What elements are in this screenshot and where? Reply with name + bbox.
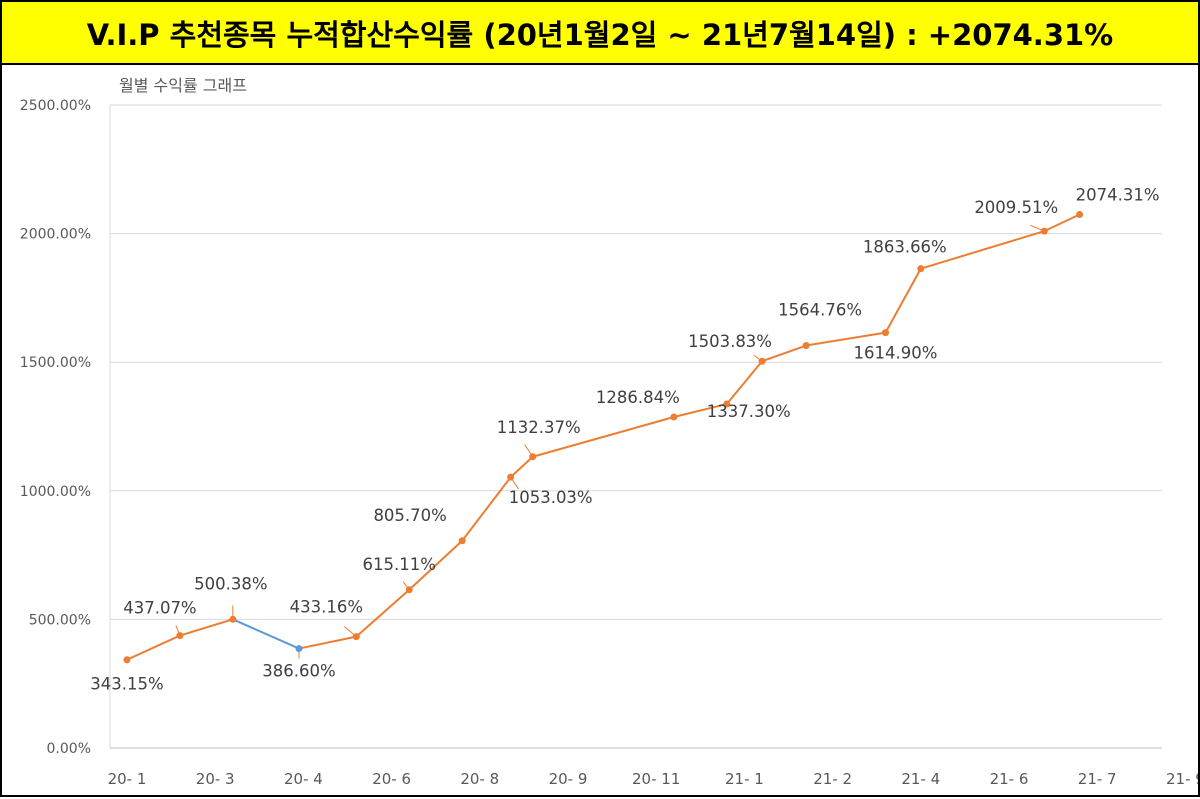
data-label: 1863.66% [863,238,947,257]
line-segment [805,331,886,347]
data-point [176,632,184,640]
data-point [405,586,413,594]
x-tick-label: 21- 7 [1078,770,1117,788]
y-tick-label: 2000.00% [20,227,91,243]
line-segment [232,618,300,650]
line-segment [179,618,234,637]
line-segment [532,416,675,458]
y-tick-label: 500.00% [29,612,91,628]
line-segment [298,635,357,650]
x-tick-label: 20- 3 [196,770,235,788]
x-tick-label: 21- 1 [725,770,764,788]
data-point [917,265,925,273]
line-segment [509,456,534,478]
line-segment [761,344,807,363]
data-point [802,342,810,350]
y-tick-label: 0.00% [47,741,91,757]
chart-area: 월별 수익률 그래프 0.00% 500.00% 1000.00% 1500.00% 2… [2,65,1200,795]
data-label: 1286.84% [596,388,680,407]
data-point [352,633,360,641]
data-points [123,210,1084,664]
data-point [758,357,766,365]
label-leader-lines [175,224,1045,659]
y-tick-label: 1500.00% [20,355,91,371]
data-label: 500.38% [194,574,267,593]
x-tick-label: 20- 11 [632,770,680,788]
data-point [1076,210,1084,218]
x-axis-ticks: 20- 1 20- 3 20- 4 20- 6 20- 8 20- 9 20- 11 21- … [108,770,1200,788]
data-point [507,473,515,481]
y-tick-label: 1000.00% [20,484,91,500]
x-tick-label: 20- 9 [549,770,588,788]
data-point [670,413,678,421]
data-label: 386.60% [262,662,335,681]
line-segment [884,268,922,334]
chart-title: 월별 수익률 그래프 [119,76,247,95]
line-chart: 월별 수익률 그래프 0.00% 500.00% 1000.00% 1500.00% 2… [20,76,1200,788]
title-banner: V.I.P 추천종목 누적합산수익률 (20년1월2일 ~ 21년7월14일) … [2,2,1198,65]
data-point [229,615,237,623]
series-line [126,213,1080,661]
data-point [458,537,466,545]
x-tick-label: 21- 2 [813,770,852,788]
data-point [295,645,303,653]
line-segment [1043,213,1080,233]
x-tick-label: 20- 8 [460,770,499,788]
data-point [882,329,890,337]
line-segment [408,540,463,591]
data-label: 437.07% [123,599,196,618]
x-tick-label: 20- 6 [372,770,411,788]
line-segment [920,230,1045,270]
data-point [123,656,131,664]
x-tick-label: 21- 6 [990,770,1029,788]
data-label: 615.11% [363,555,436,574]
data-label: 2074.31% [1076,185,1160,204]
x-tick-label: 21- 9 [1166,770,1198,788]
data-label: 433.16% [290,598,363,617]
banner-title: V.I.P 추천종목 누적합산수익률 (20년1월2일 ~ 21년7월14일) … [86,17,1114,52]
line-segment [355,589,410,638]
x-tick-label: 20- 4 [284,770,323,788]
data-point [723,400,731,408]
data-label: 2009.51% [974,198,1058,217]
data-point [1040,227,1048,235]
line-segment [673,403,727,418]
line-segment [126,634,181,661]
x-tick-label: 21- 4 [901,770,940,788]
line-segment [725,360,763,405]
line-segment [461,476,512,542]
data-label: 1337.30% [707,402,791,421]
data-label: 1564.76% [778,301,862,320]
grid-lines [109,104,1162,749]
data-label: 1132.37% [497,418,581,437]
x-tick-label: 20- 1 [108,770,147,788]
data-label: 1614.90% [854,344,938,363]
y-tick-label: 2500.00% [20,98,91,114]
y-axis-ticks: 0.00% 500.00% 1000.00% 1500.00% 2000.00% 2500… [20,98,91,757]
data-label: 1053.03% [509,488,593,507]
data-label: 805.70% [373,506,446,525]
data-labels: 343.15% 437.07% 500.38% 386.60% 433.16% 615.1… [90,185,1159,693]
data-point [529,453,537,461]
data-label: 1503.83% [688,332,772,351]
data-label: 343.15% [90,675,163,694]
